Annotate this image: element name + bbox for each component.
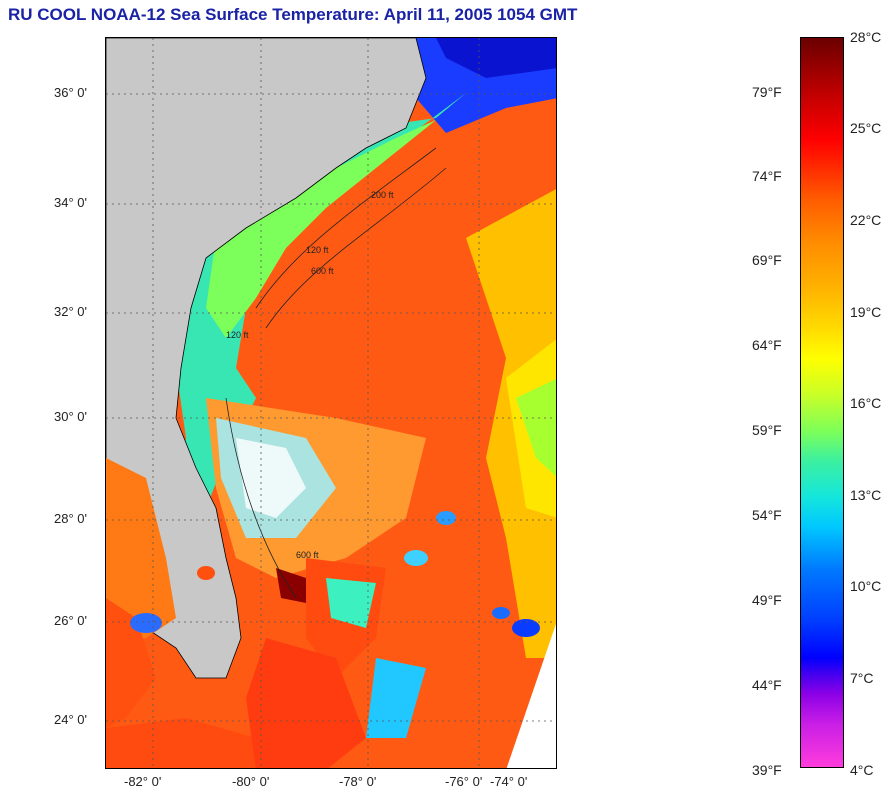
colorbar-f-label: 49°F	[752, 592, 782, 608]
colorbar-f-label: 79°F	[752, 84, 782, 100]
contour-label: 600 ft	[311, 266, 334, 276]
lat-label-32: 32° 0'	[54, 304, 87, 319]
map-title: RU COOL NOAA-12 Sea Surface Temperature:…	[8, 5, 578, 24]
colorbar-f-label: 59°F	[752, 422, 782, 438]
colorbar-f-label: 69°F	[752, 252, 782, 268]
colorbar-c-label: 13°C	[850, 487, 882, 503]
colorbar-c-label: 7°C	[850, 670, 874, 686]
colorbar-f-label: 44°F	[752, 677, 782, 693]
colorbar-f-label: 54°F	[752, 507, 782, 523]
lat-label-34: 34° 0'	[54, 195, 87, 210]
colorbar-c-label: 19°C	[850, 304, 882, 320]
lon-label-82: -82° 0'	[124, 774, 162, 789]
colorbar-c-label: 25°C	[850, 120, 882, 136]
contour-label: 120 ft	[226, 330, 249, 340]
contour-label: 200 ft	[371, 190, 394, 200]
temperature-colorbar	[800, 37, 844, 768]
lon-label-78: -78° 0'	[339, 774, 377, 789]
lat-label-30: 30° 0'	[54, 409, 87, 424]
colorbar-c-label: 16°C	[850, 395, 882, 411]
lat-label-28: 28° 0'	[54, 511, 87, 526]
sst-map-image: 120 ft 600 ft 200 ft 600 ft 120 ft	[106, 38, 556, 768]
lon-label-74: -74° 0'	[490, 774, 528, 789]
colorbar-c-label: 22°C	[850, 212, 882, 228]
colorbar-f-label: 74°F	[752, 168, 782, 184]
contour-label: 600 ft	[296, 550, 319, 560]
colorbar-f-label: 64°F	[752, 337, 782, 353]
contour-label: 120 ft	[306, 245, 329, 255]
lon-label-76: -76° 0'	[445, 774, 483, 789]
colorbar-c-label: 10°C	[850, 578, 882, 594]
lat-label-26: 26° 0'	[54, 613, 87, 628]
colorbar-c-label: 4°C	[850, 762, 874, 778]
lat-label-24: 24° 0'	[54, 712, 87, 727]
sst-map: 120 ft 600 ft 200 ft 600 ft 120 ft	[105, 37, 557, 769]
colorbar-f-label: 39°F	[752, 762, 782, 778]
lon-label-80: -80° 0'	[232, 774, 270, 789]
colorbar-c-label: 28°C	[850, 29, 882, 45]
lat-label-36: 36° 0'	[54, 85, 87, 100]
